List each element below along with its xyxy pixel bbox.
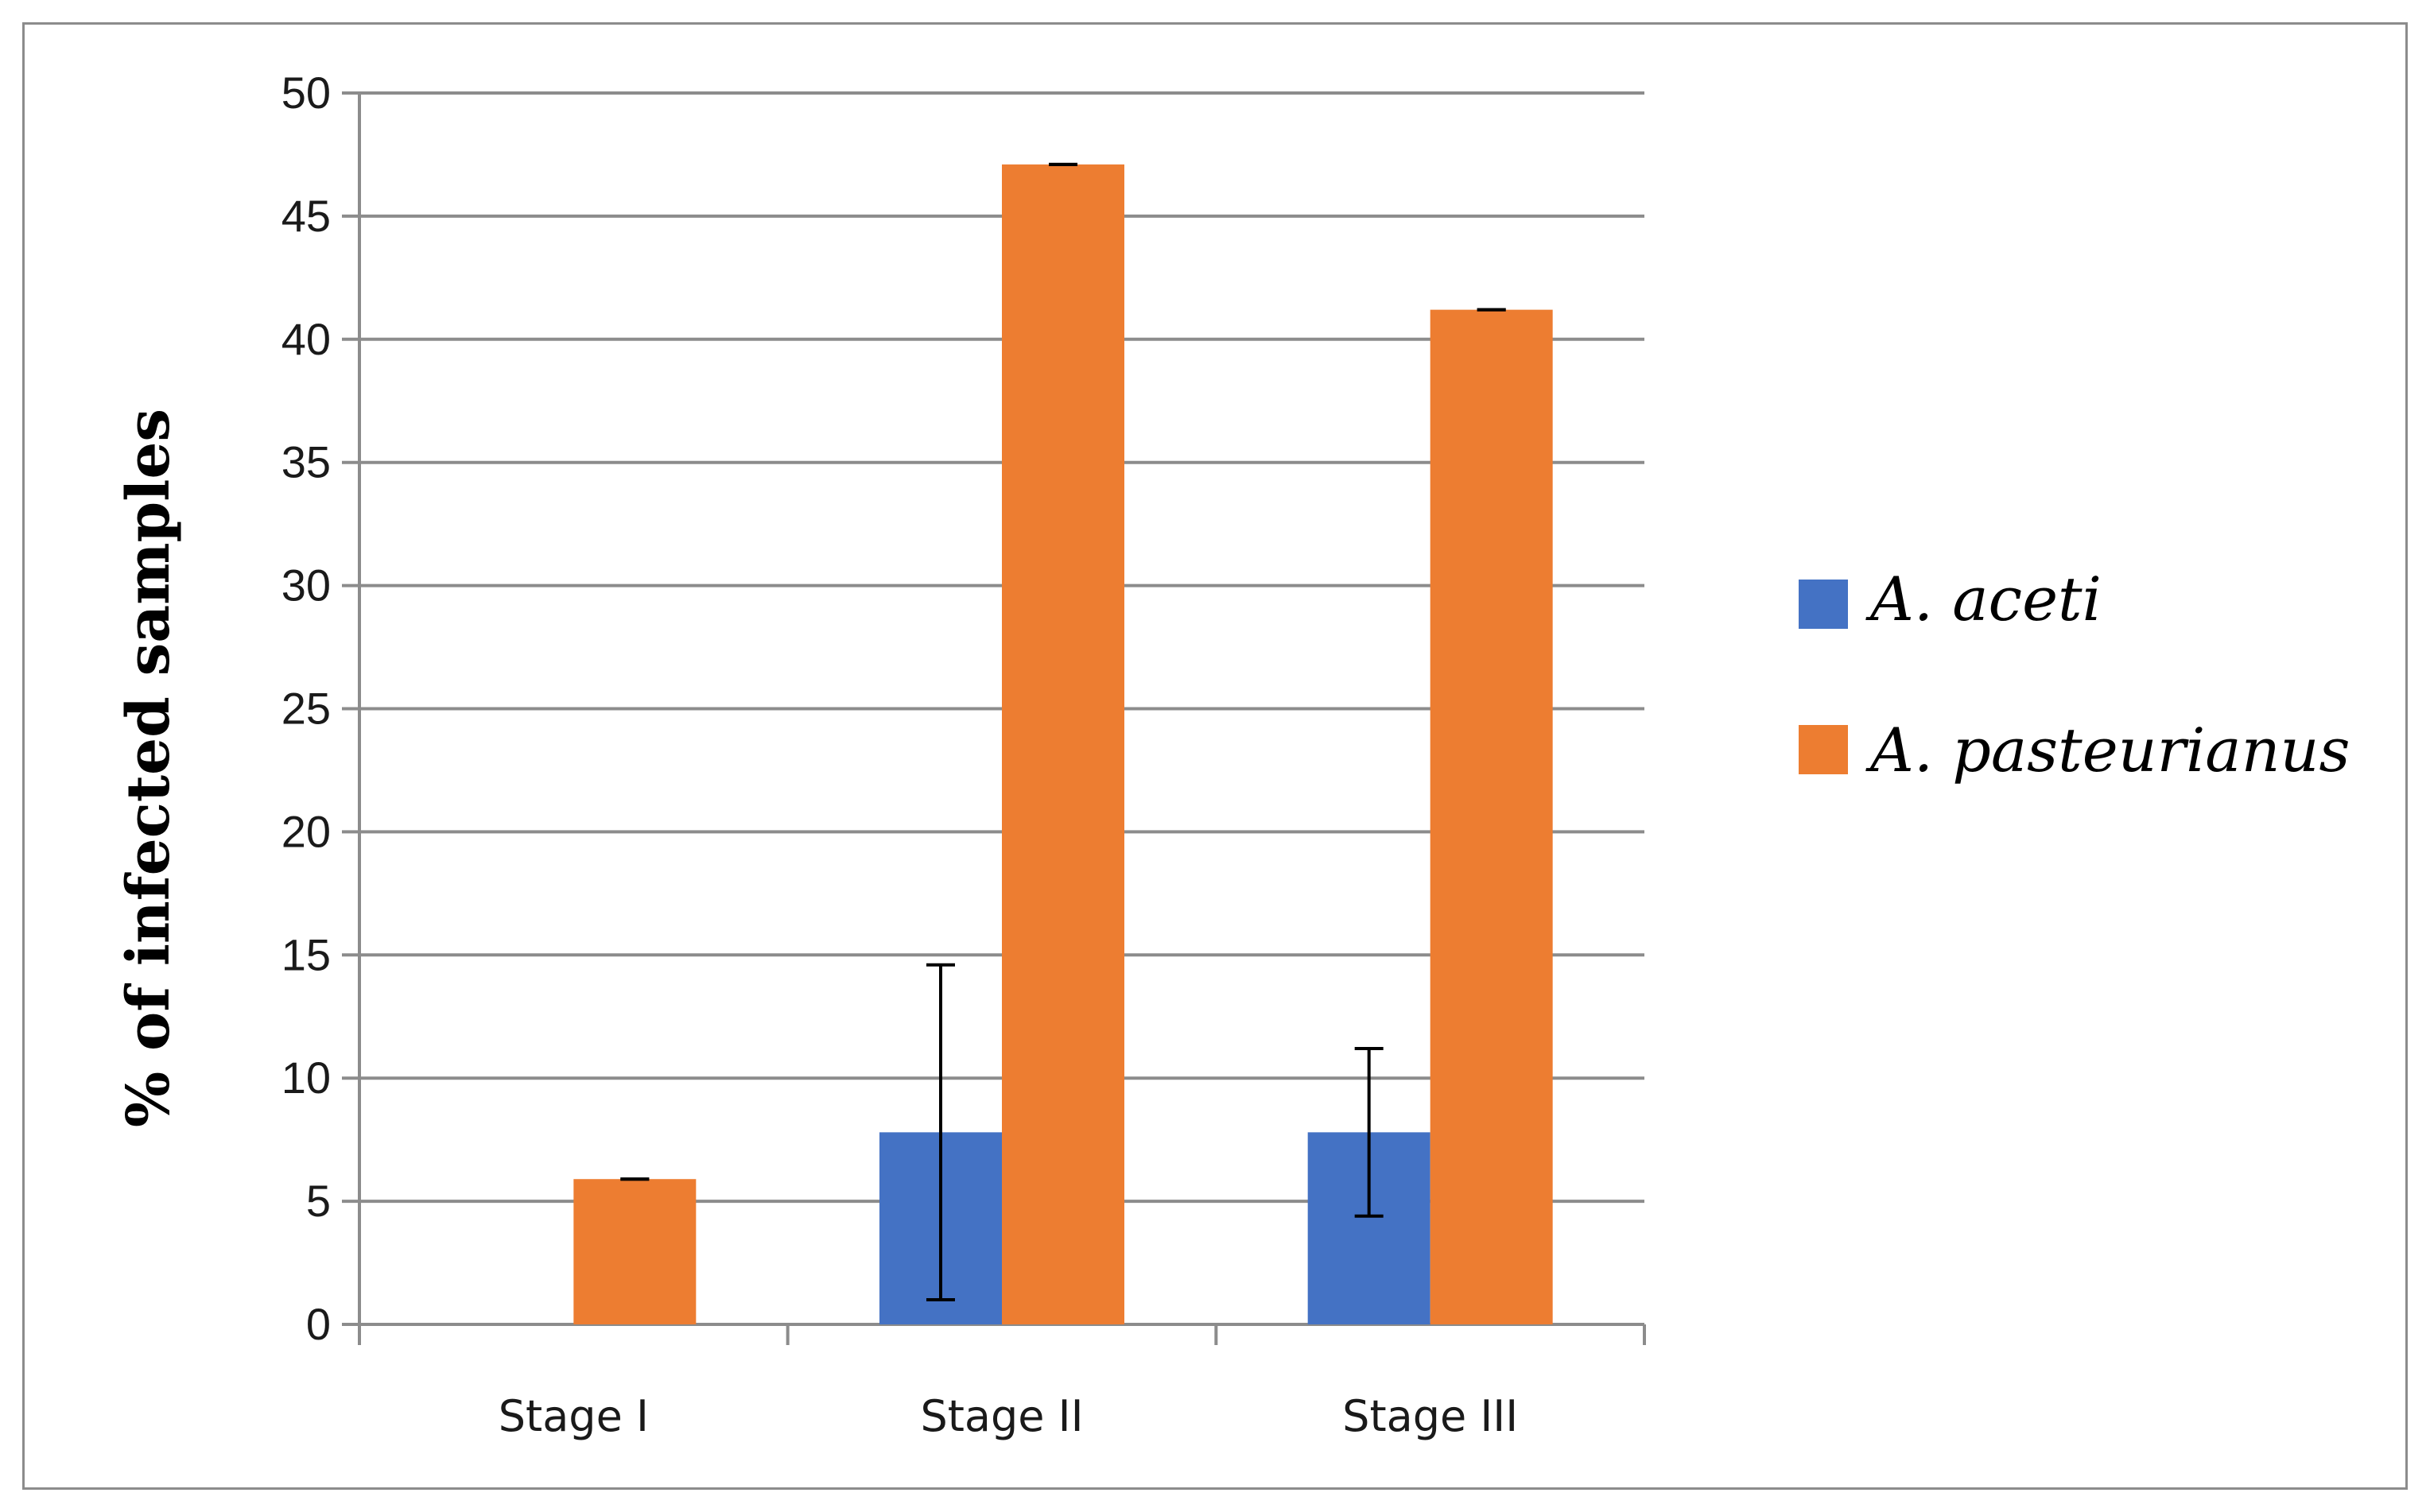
- y-tick-label: 10: [281, 1053, 331, 1103]
- y-axis-title: % of infected samples: [115, 409, 183, 1127]
- tick-labels: 0 5 10 15 20 25 30 35 40 45 50 Stage I Stage II Stage…: [281, 68, 1518, 1441]
- y-tick-label: 35: [281, 437, 331, 487]
- x-tick-label: Stage I: [499, 1391, 649, 1441]
- y-tick-label: 50: [281, 68, 331, 118]
- error-bars: [620, 162, 1506, 1302]
- y-tick-label: 15: [281, 929, 331, 979]
- bars: [573, 164, 1553, 1324]
- bar-a-pasteurianus: [1430, 309, 1553, 1324]
- y-tick-label: 5: [306, 1176, 331, 1226]
- x-tick-label: Stage II: [920, 1391, 1083, 1441]
- y-tick-label: 0: [306, 1299, 331, 1349]
- legend-label: A. aceti: [1865, 564, 2102, 634]
- bar-a-pasteurianus: [573, 1179, 697, 1324]
- chart-frame: [22, 22, 2408, 1490]
- y-tick-label: 40: [281, 314, 331, 364]
- y-tick-label: 30: [281, 560, 331, 611]
- legend-swatch: [1799, 580, 1848, 629]
- legend: A. aceti A. pasteurianus: [1799, 564, 2350, 785]
- y-tick-label: 45: [281, 191, 331, 241]
- legend-swatch: [1799, 725, 1848, 774]
- legend-label: A. pasteurianus: [1865, 715, 2350, 785]
- bar-a-pasteurianus: [1002, 164, 1124, 1324]
- x-tick-label: Stage III: [1342, 1391, 1518, 1441]
- y-tick-label: 25: [281, 684, 331, 734]
- y-tick-label: 20: [281, 806, 331, 856]
